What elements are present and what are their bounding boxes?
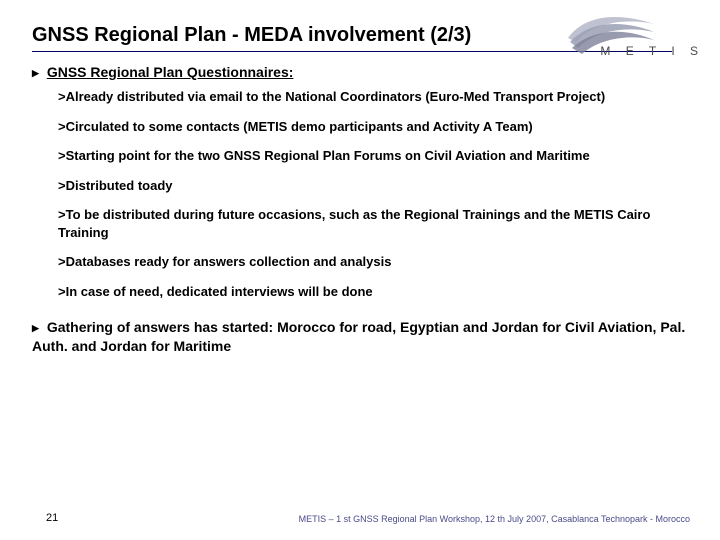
metis-logo: M E T I S: [554, 8, 704, 68]
list-item-text: Databases ready for answers collection a…: [66, 254, 392, 269]
list-item-text: Circulated to some contacts (METIS demo …: [66, 119, 533, 134]
section-heading-text: GNSS Regional Plan Questionnaires:: [47, 64, 294, 80]
list-item: In case of need, dedicated interviews wi…: [58, 283, 688, 301]
list-item-text: Distributed toady: [66, 178, 173, 193]
list-item: Starting point for the two GNSS Regional…: [58, 147, 688, 165]
list-item: Distributed toady: [58, 177, 688, 195]
page-number: 21: [46, 512, 58, 524]
logo-text: M E T I S: [600, 44, 704, 58]
closing-text: Gathering of answers has started: Morocc…: [32, 319, 685, 354]
footer-text: METIS – 1 st GNSS Regional Plan Workshop…: [299, 514, 690, 524]
closing-paragraph: Gathering of answers has started: Morocc…: [32, 318, 688, 356]
list-item: Databases ready for answers collection a…: [58, 253, 688, 271]
list-item: Circulated to some contacts (METIS demo …: [58, 118, 688, 136]
list-item: To be distributed during future occasion…: [58, 206, 688, 241]
list-item-text: Starting point for the two GNSS Regional…: [66, 148, 590, 163]
list-item-text: To be distributed during future occasion…: [58, 207, 650, 240]
list-item: Already distributed via email to the Nat…: [58, 88, 688, 106]
list-item-text: In case of need, dedicated interviews wi…: [66, 284, 373, 299]
list-item-text: Already distributed via email to the Nat…: [66, 89, 606, 104]
slide: M E T I S GNSS Regional Plan - MEDA invo…: [0, 0, 720, 540]
